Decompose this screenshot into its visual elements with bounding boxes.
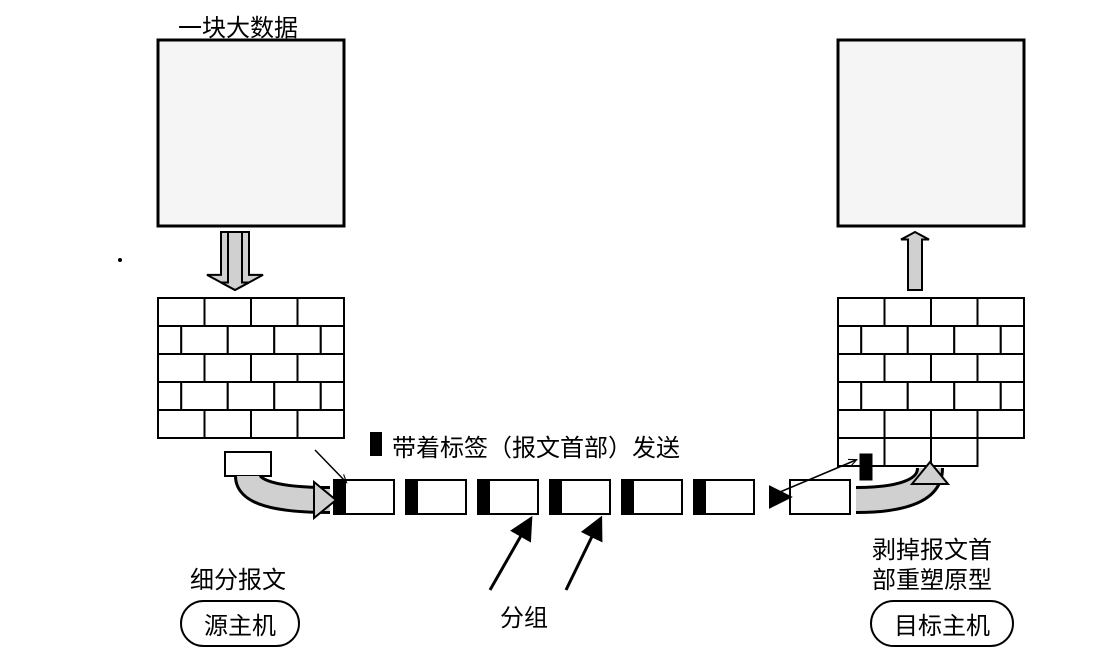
- ptr-to-first-packet: [315, 450, 346, 482]
- arrow-up: [901, 232, 929, 290]
- brick-left-cell: [251, 354, 298, 382]
- brick-right-cell: [908, 382, 955, 410]
- brick-right-cell: [931, 354, 978, 382]
- brick-left-cell: [274, 382, 321, 410]
- packet-header: [334, 480, 346, 514]
- brick-right-cell: [838, 354, 885, 382]
- brick-right-cell: [885, 354, 932, 382]
- label-send-with-header: 带着标签（报文首部）发送: [392, 428, 680, 463]
- label-big-data: 一块大数据: [178, 8, 298, 43]
- brick-right-cell: [1001, 326, 1024, 354]
- brick-left-cell: [181, 326, 228, 354]
- brick-right-cell: [885, 410, 932, 438]
- brick-left-cell: [251, 410, 298, 438]
- brick-right-cell: [931, 298, 978, 326]
- brick-left-cell: [321, 382, 344, 410]
- label-grouping: 分组: [500, 598, 548, 633]
- brick-right-cell: [838, 410, 885, 438]
- label-strip-line2: 部重塑原型: [872, 560, 992, 595]
- packet-header: [406, 480, 418, 514]
- brick-right-extra: [931, 438, 978, 466]
- stripped-header: [860, 454, 872, 480]
- packet-stripped: [790, 480, 850, 514]
- brick-left-cell: [158, 326, 181, 354]
- brick-left-cell: [205, 354, 252, 382]
- dot-artifact: [118, 258, 122, 262]
- pill-src-host: 源主机: [180, 600, 300, 647]
- arrow-group-right: [566, 520, 600, 590]
- packet-header: [550, 480, 562, 514]
- brick-right-cell: [978, 354, 1025, 382]
- brick-left-cell: [181, 382, 228, 410]
- brick-right-cell: [838, 382, 861, 410]
- brick-left-cell: [251, 298, 298, 326]
- brick-left-cell: [205, 410, 252, 438]
- brick-left-cell: [158, 410, 205, 438]
- packet-header: [478, 480, 490, 514]
- brick-left-cell: [298, 298, 345, 326]
- brick-right-cell: [861, 382, 908, 410]
- brick-left-cell: [298, 410, 345, 438]
- brick-left-cell: [158, 298, 205, 326]
- brick-left-cell: [158, 382, 181, 410]
- brick-left-cell: [228, 326, 275, 354]
- brick-left-cell: [205, 298, 252, 326]
- brick-right-cell: [861, 326, 908, 354]
- big-data-block: [158, 40, 344, 226]
- brick-right-cell: [931, 410, 978, 438]
- brick-right-cell: [978, 298, 1025, 326]
- brick-right-cell: [954, 382, 1001, 410]
- brick-left-cell: [228, 382, 275, 410]
- brick-right-cell: [908, 326, 955, 354]
- brick-right-cell: [1001, 382, 1024, 410]
- falling-brick: [225, 452, 271, 476]
- brick-left-cell: [274, 326, 321, 354]
- brick-right-extra: [885, 438, 932, 466]
- brick-left-cell: [298, 354, 345, 382]
- brick-right-cell: [978, 410, 1025, 438]
- pill-dst-host: 目标主机: [870, 600, 1014, 647]
- brick-right-cell: [838, 326, 861, 354]
- legend-header-icon: [370, 432, 382, 456]
- brick-right-cell: [838, 298, 885, 326]
- brick-right-cell: [954, 326, 1001, 354]
- brick-left-cell: [158, 354, 205, 382]
- label-split-msg: 细分报文: [190, 560, 286, 595]
- reassembled-block: [838, 40, 1024, 226]
- brick-right-cell: [885, 298, 932, 326]
- packet-header: [622, 480, 634, 514]
- packet-header: [694, 480, 706, 514]
- arrow-group-left: [490, 520, 530, 590]
- brick-left-cell: [321, 326, 344, 354]
